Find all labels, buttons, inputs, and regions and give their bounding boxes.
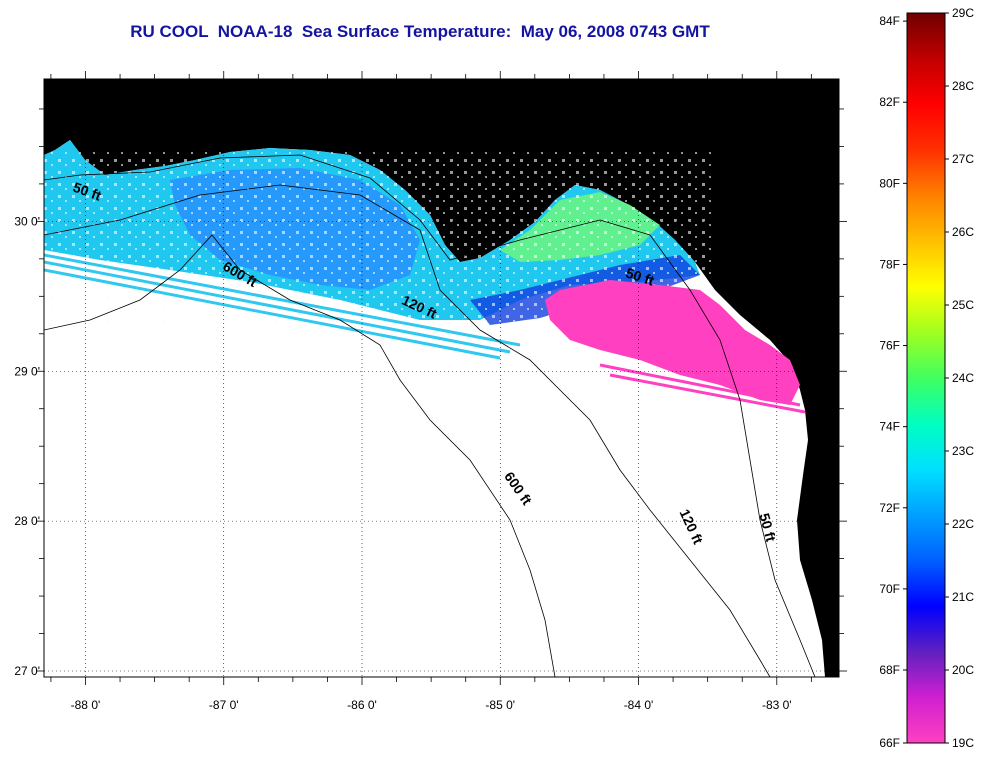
lon-tick-label: -84 0'	[624, 698, 654, 712]
swath-stripes	[44, 253, 521, 360]
map-frame	[43, 78, 840, 678]
colorbar-label-c: 27C	[952, 152, 974, 166]
colorbar-label-c: 28C	[952, 79, 974, 93]
colorbar-label-f: 72F	[879, 501, 900, 515]
colorbar-label-c: 26C	[952, 225, 974, 239]
colorbar-label-c: 19C	[952, 736, 974, 750]
colorbar-label-c: 21C	[952, 590, 974, 604]
colorbar	[906, 12, 946, 744]
colorbar-label-f: 74F	[879, 420, 900, 434]
colorbar-label-f: 76F	[879, 339, 900, 353]
swath-stripes-pink	[599, 363, 806, 414]
lon-tick-label: -87 0'	[209, 698, 239, 712]
colorbar-label-c: 25C	[952, 298, 974, 312]
colorbar-label-f: 68F	[879, 663, 900, 677]
colorbar-label-f: 78F	[879, 257, 900, 271]
lon-tick-label: -85 0'	[485, 698, 515, 712]
map-title: RU COOL NOAA-18 Sea Surface Temperature:…	[130, 22, 710, 41]
axis-tick-labels: -88 0' -87 0' -86 0' -85 0' -84 0' -83 0' 30 0…	[14, 214, 791, 712]
contour-label: 50 ft	[756, 511, 779, 543]
contour-600ft	[44, 234, 556, 677]
lat-tick-label: 30 0'	[14, 214, 40, 228]
colorbar-label-f: 70F	[879, 582, 900, 596]
grid-lines	[44, 79, 839, 677]
colorbar-label-f: 66F	[879, 736, 900, 750]
axis-ticks	[36, 71, 847, 685]
lon-tick-label: -86 0'	[347, 698, 377, 712]
colorbar-labels: 29C 28C 27C 26C 25C 24C 23C 22C 21C 20C 19C 84F 82F 8…	[879, 6, 974, 750]
colorbar-label-f: 82F	[879, 95, 900, 109]
sst-pink-patch	[545, 280, 800, 405]
lat-tick-label: 28 0'	[14, 514, 40, 528]
contour-50ft	[44, 154, 816, 677]
colorbar-label-c: 29C	[952, 6, 974, 20]
colorbar-label-c: 23C	[952, 444, 974, 458]
colorbar-label-c: 20C	[952, 663, 974, 677]
lon-tick-label: -88 0'	[71, 698, 101, 712]
lon-tick-label: -83 0'	[762, 698, 792, 712]
colorbar-label-f: 84F	[879, 14, 900, 28]
colorbar-label-c: 22C	[952, 517, 974, 531]
contour-120ft	[44, 184, 771, 677]
colorbar-label-c: 24C	[952, 371, 974, 385]
colorbar-label-f: 80F	[879, 176, 900, 190]
lat-tick-label: 29 0'	[14, 364, 40, 378]
lat-tick-label: 27 0'	[14, 664, 40, 678]
